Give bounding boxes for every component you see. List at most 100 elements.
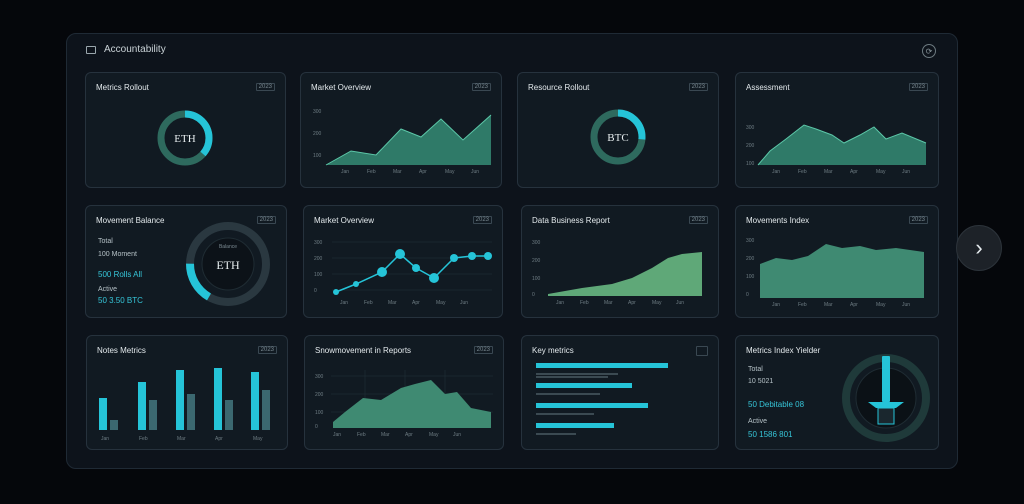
chevron-right-icon: › (975, 235, 983, 260)
svg-text:300: 300 (532, 240, 541, 246)
svg-text:Mar: Mar (824, 302, 833, 308)
svg-text:200: 200 (315, 392, 324, 398)
card-movements-index[interactable]: Movements Index 2023 300 200 100 0 Jan F… (735, 205, 939, 318)
settings-button[interactable]: ⟳ (922, 44, 936, 58)
svg-text:200: 200 (532, 258, 541, 264)
card-metrics-rollout[interactable]: Metrics Rollout 2023 ETH (85, 72, 286, 188)
svg-text:Balance: Balance (219, 244, 237, 250)
svg-text:May: May (652, 300, 662, 306)
card-badge[interactable]: 2023 (472, 216, 492, 224)
svg-text:Jan: Jan (772, 302, 780, 308)
svg-text:300: 300 (746, 125, 755, 131)
card-badge[interactable]: 2023 (257, 346, 277, 354)
svg-text:Jun: Jun (902, 302, 910, 308)
svg-text:Jun: Jun (902, 169, 910, 175)
card-data-business-report[interactable]: Data Business Report 2023 300 200 100 0 … (521, 205, 719, 318)
svg-text:BTC: BTC (607, 132, 628, 144)
svg-text:Jan: Jan (101, 436, 109, 442)
svg-text:May: May (253, 436, 263, 442)
svg-text:100: 100 (313, 153, 322, 159)
svg-text:May: May (436, 300, 446, 306)
card-title: Key metrics (532, 346, 574, 355)
svg-text:ETH: ETH (216, 258, 240, 272)
card-assessment[interactable]: Assessment 2023 300 200 100 Jan Feb Mar … (735, 72, 939, 188)
card-key-metrics[interactable]: Key metrics (521, 335, 719, 450)
card-badge[interactable]: 2023 (473, 346, 493, 354)
card-snowmovement-reports[interactable]: Snowmovement in Reports 2023 300 200 100… (304, 335, 504, 450)
dashboard-header: Accountability (86, 44, 166, 55)
svg-text:100: 100 (315, 410, 324, 416)
svg-text:Feb: Feb (364, 300, 373, 306)
svg-text:0: 0 (746, 292, 749, 298)
svg-text:Mar: Mar (381, 432, 390, 438)
card-badge[interactable]: 2023 (471, 83, 491, 91)
card-title: Resource Rollout (528, 83, 590, 92)
svg-text:Jun: Jun (676, 300, 684, 306)
card-title: Market Overview (311, 83, 372, 92)
svg-text:300: 300 (315, 374, 324, 380)
next-arrow-button[interactable]: › (956, 225, 1002, 271)
svg-text:May: May (429, 432, 439, 438)
svg-text:Feb: Feb (139, 436, 148, 442)
card-movement-balance[interactable]: Movement Balance 2023 Total 100 Moment 5… (85, 205, 287, 318)
svg-text:300: 300 (313, 109, 322, 115)
svg-text:Jan: Jan (341, 169, 349, 175)
svg-text:Jun: Jun (471, 169, 479, 175)
area-series (326, 115, 491, 165)
donut-arc (157, 110, 213, 166)
card-badge[interactable]: 2023 (688, 216, 708, 224)
svg-text:Mar: Mar (604, 300, 613, 306)
card-title: Notes Metrics (97, 346, 146, 355)
card-badge[interactable]: 2023 (256, 216, 276, 224)
svg-text:Jun: Jun (453, 432, 461, 438)
card-market-overview-1[interactable]: Market Overview 2023 300 200 100 Jan Feb… (300, 72, 502, 188)
svg-text:Mar: Mar (177, 436, 186, 442)
card-badge[interactable]: 2023 (255, 83, 275, 91)
svg-text:Apr: Apr (405, 432, 413, 438)
svg-text:100: 100 (746, 274, 755, 280)
card-title: Movements Index (746, 216, 810, 225)
card-badge[interactable]: 2023 (688, 83, 708, 91)
svg-text:Feb: Feb (357, 432, 366, 438)
svg-text:Apr: Apr (850, 302, 858, 308)
card-title: Movement Balance (96, 216, 165, 225)
svg-text:Jan: Jan (556, 300, 564, 306)
card-title: Assessment (746, 83, 790, 92)
donut-label: ETH (174, 133, 195, 145)
svg-text:Feb: Feb (798, 302, 807, 308)
svg-text:Apr: Apr (419, 169, 427, 175)
card-title: Metrics Rollout (96, 83, 149, 92)
card-market-overview-2[interactable]: Market Overview 2023 300 200 100 0 Jan F… (303, 205, 503, 318)
svg-text:Feb: Feb (580, 300, 589, 306)
card-title: Snowmovement in Reports (315, 346, 412, 355)
svg-text:0: 0 (314, 288, 317, 294)
svg-text:Jan: Jan (772, 169, 780, 175)
card-title: Metrics Index Yielder (746, 346, 821, 355)
svg-text:100: 100 (746, 161, 755, 167)
svg-text:200: 200 (314, 256, 323, 262)
svg-text:300: 300 (314, 240, 323, 246)
card-resource-rollout[interactable]: Resource Rollout 2023 BTC (517, 72, 719, 188)
svg-text:Apr: Apr (412, 300, 420, 306)
svg-text:Mar: Mar (824, 169, 833, 175)
svg-text:Jan: Jan (333, 432, 341, 438)
card-notes-metrics[interactable]: Notes Metrics 2023 Jan Feb Mar Apr May (86, 335, 288, 450)
card-badge[interactable]: 2023 (908, 83, 928, 91)
svg-text:0: 0 (315, 424, 318, 430)
card-badge[interactable]: 2023 (908, 216, 928, 224)
svg-text:300: 300 (746, 238, 755, 244)
svg-text:Apr: Apr (215, 436, 223, 442)
svg-text:200: 200 (746, 256, 755, 262)
dashboard-title: Accountability (104, 44, 166, 55)
svg-text:200: 200 (313, 131, 322, 137)
svg-text:Apr: Apr (850, 169, 858, 175)
svg-text:Feb: Feb (367, 169, 376, 175)
svg-text:100: 100 (314, 272, 323, 278)
svg-text:0: 0 (532, 292, 535, 298)
card-metrics-index-yielder[interactable]: Metrics Index Yielder Total 10 5021 50 D… (735, 335, 939, 450)
doc-icon[interactable] (696, 346, 708, 356)
svg-text:May: May (876, 169, 886, 175)
card-title: Market Overview (314, 216, 375, 225)
svg-text:Mar: Mar (388, 300, 397, 306)
svg-text:Jun: Jun (460, 300, 468, 306)
